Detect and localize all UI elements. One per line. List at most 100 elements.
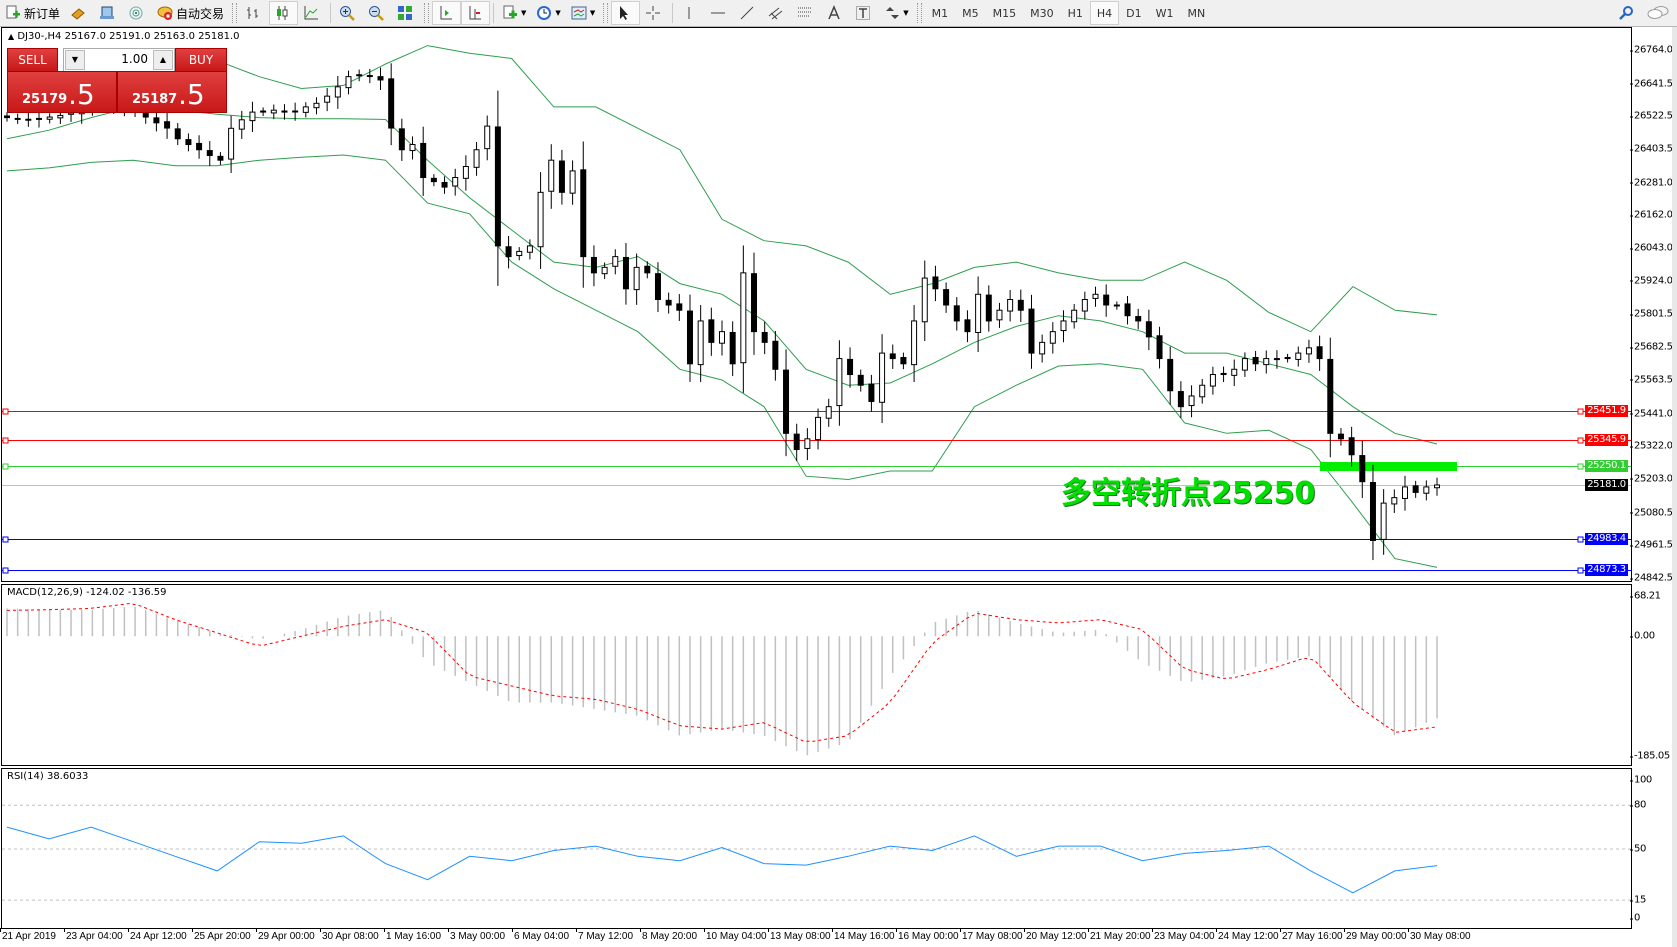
- signals-button[interactable]: [124, 2, 151, 24]
- bullish-candle-body: [516, 250, 523, 257]
- bullish-candle-body: [1199, 384, 1206, 398]
- bullish-candle-body: [249, 111, 256, 122]
- timeframe-m15[interactable]: M15: [992, 6, 1017, 20]
- rsi-pane[interactable]: RSI(14) 38.6033: [1, 768, 1632, 929]
- timeframe-mn[interactable]: MN: [1187, 6, 1206, 20]
- toolbar-grip[interactable]: [603, 3, 609, 23]
- bearish-candle-body: [377, 76, 384, 81]
- time-tick-label: 6 May 04:00: [511, 928, 570, 942]
- time-axis[interactable]: 21 Apr 2019 23 Apr 04:00 24 Apr 12:00 25 Ap…: [0, 928, 1631, 947]
- price-axis[interactable]: 26764.0 26641.5 26522.5 26403.5 26281.0 26162…: [1630, 27, 1677, 584]
- candle: [409, 136, 416, 160]
- candle: [868, 374, 875, 412]
- candlestick-button[interactable]: [269, 1, 299, 25]
- equidistant-channel-button[interactable]: [764, 2, 791, 24]
- toolbar-grip[interactable]: [916, 3, 922, 23]
- candle: [804, 428, 811, 461]
- lot-decrease-button[interactable]: ▼: [65, 50, 85, 70]
- auto-trading-button[interactable]: 自动交易: [153, 2, 228, 24]
- bullish-candle-body: [1060, 320, 1067, 332]
- lot-size-input[interactable]: ▼ 1.00 ▲: [63, 48, 175, 72]
- candle: [526, 239, 533, 260]
- autoscroll-button[interactable]: [461, 1, 491, 25]
- arrows-button[interactable]: ▼: [880, 2, 912, 24]
- timeframe-m30[interactable]: M30: [1030, 6, 1054, 20]
- vertical-line-button[interactable]: [677, 2, 704, 24]
- toolbar-grip[interactable]: [232, 3, 238, 23]
- candle: [1305, 339, 1312, 363]
- timeframe-h4[interactable]: H4: [1089, 1, 1120, 25]
- bar-chart-button[interactable]: [241, 2, 268, 24]
- price-pane[interactable]: ▲ DJ30-,H4 25167.0 25191.0 25163.0 25181…: [1, 27, 1632, 582]
- cursor-button[interactable]: [611, 1, 641, 25]
- bearish-candle-body: [388, 78, 395, 129]
- candle: [740, 245, 747, 393]
- bearish-candle-body: [174, 128, 181, 140]
- chart-shift-button[interactable]: [432, 1, 462, 25]
- candle: [217, 152, 224, 165]
- price-level-tag: 24873.3: [1585, 563, 1628, 576]
- bearish-candle-body: [260, 110, 267, 113]
- data-window-button[interactable]: [95, 2, 122, 24]
- zoom-out-button[interactable]: [364, 2, 391, 24]
- time-tick-label: 1 May 16:00: [383, 928, 442, 942]
- trendline-button[interactable]: [735, 2, 762, 24]
- timeframe-w1[interactable]: W1: [1155, 6, 1174, 20]
- timeframe-d1[interactable]: D1: [1126, 6, 1142, 20]
- candle: [238, 110, 245, 139]
- timeframe-h1[interactable]: H1: [1067, 6, 1083, 20]
- candle: [633, 253, 640, 305]
- candle: [174, 123, 181, 146]
- candle: [1434, 477, 1440, 496]
- price-tick-label: 25322.0: [1630, 440, 1673, 452]
- candle: [1049, 322, 1056, 354]
- sell-price-button[interactable]: 25179 .5: [7, 71, 117, 113]
- horizontal-line-button[interactable]: [706, 2, 733, 24]
- text-label-button[interactable]: [851, 2, 878, 24]
- text-button[interactable]: [822, 2, 849, 24]
- buy-price-button[interactable]: 25187 .5: [117, 71, 227, 113]
- tile-windows-button[interactable]: [393, 2, 420, 24]
- price-tick-label: 26281.0: [1630, 177, 1673, 189]
- periods-button[interactable]: ▼: [532, 2, 564, 24]
- candle: [4, 112, 10, 122]
- collapse-icon[interactable]: ▲: [8, 32, 15, 41]
- crosshair-button[interactable]: [641, 2, 668, 24]
- fibonacci-button[interactable]: [793, 2, 820, 24]
- bearish-candle-body: [441, 181, 448, 188]
- sell-price-main: 25179: [22, 92, 68, 107]
- macd-pane[interactable]: MACD(12,26,9) -124.02 -136.59: [1, 584, 1632, 766]
- price-chart: [2, 45, 1631, 574]
- pivot-highlight-bar: [1320, 462, 1457, 472]
- zoom-in-button[interactable]: [335, 2, 362, 24]
- templates-button[interactable]: ▼: [567, 2, 599, 24]
- sell-button[interactable]: SELL: [7, 48, 58, 72]
- market-watch-button[interactable]: [66, 2, 93, 24]
- time-tick-label: 8 May 20:00: [639, 928, 698, 942]
- bollinger-lower-band: [6, 154, 1438, 568]
- rsi-chart: [2, 804, 1631, 901]
- rsi-axis[interactable]: 100 80 50 15 0: [1630, 768, 1677, 929]
- candle: [164, 111, 171, 139]
- timeframe-m1[interactable]: M1: [931, 6, 949, 20]
- macd-axis[interactable]: 68.21 0.00 -185.05: [1630, 584, 1677, 766]
- chat-button[interactable]: [1643, 2, 1676, 24]
- candle: [601, 262, 608, 280]
- candle: [345, 70, 352, 95]
- toolbar-grip[interactable]: [424, 3, 430, 23]
- new-order-button[interactable]: 新订单: [1, 2, 64, 24]
- price-level-tag: 25181.0: [1585, 478, 1628, 491]
- lot-increase-button[interactable]: ▲: [153, 50, 173, 70]
- search-button[interactable]: [1614, 2, 1641, 24]
- pivot-annotation[interactable]: 多空转折点25250: [1061, 476, 1316, 511]
- buy-button[interactable]: BUY: [175, 48, 227, 72]
- bullish-candle-body: [57, 114, 64, 119]
- bullish-candle-body: [1007, 299, 1014, 312]
- timeframe-m5[interactable]: M5: [962, 6, 979, 20]
- line-chart-button[interactable]: [299, 2, 326, 24]
- bullish-candle-body: [612, 256, 619, 267]
- time-tick-label: 24 May 12:00: [1216, 928, 1279, 942]
- candle: [697, 305, 704, 383]
- new-chart-button[interactable]: ▼: [498, 2, 530, 24]
- candle: [1316, 335, 1323, 371]
